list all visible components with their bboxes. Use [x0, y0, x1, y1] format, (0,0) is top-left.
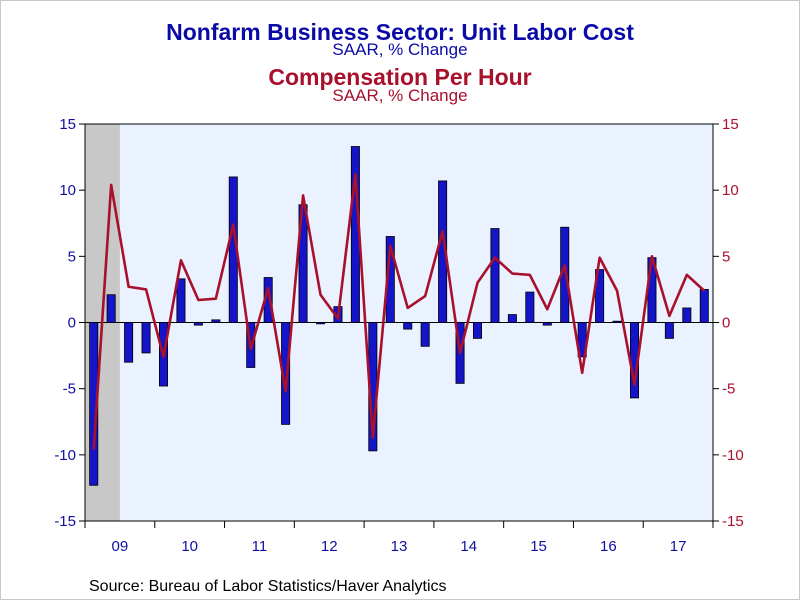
x-tick-label: 11	[252, 538, 268, 555]
x-tick-label: 10	[181, 538, 198, 555]
y-tick-label-left: -10	[54, 447, 76, 464]
y-tick-label-right: -5	[722, 381, 735, 398]
y-tick-label-right: -15	[722, 513, 744, 530]
y-tick-label-left: 0	[68, 315, 76, 332]
compensation-line	[92, 172, 706, 450]
bar	[699, 289, 709, 323]
bar	[193, 322, 203, 326]
bar	[420, 322, 430, 347]
bar	[612, 320, 622, 323]
x-tick-label: 09	[112, 538, 129, 555]
x-tick-label: 17	[670, 538, 687, 555]
bar	[473, 322, 482, 339]
y-tick-label-right: -10	[722, 447, 744, 464]
bar	[490, 228, 500, 323]
y-tick-label-right: 5	[722, 248, 730, 265]
bar	[595, 269, 605, 323]
y-tick-label-right: 10	[722, 182, 739, 199]
source-note: Source: Bureau of Labor Statistics/Haver…	[89, 578, 447, 595]
bar	[682, 307, 692, 323]
bar	[124, 322, 134, 363]
x-tick-label: 12	[321, 538, 338, 555]
bar	[211, 319, 221, 323]
x-tick-label: 15	[530, 538, 547, 555]
x-tick-label: 14	[460, 538, 477, 555]
y-tick-label-right: 0	[722, 315, 730, 332]
bar	[525, 291, 535, 323]
chart-subtitle: SAAR, % Change	[332, 40, 468, 59]
chart-title-secondary: Compensation Per Hour	[268, 64, 532, 90]
y-tick-label-left: -5	[63, 381, 76, 398]
x-tick-label: 13	[391, 538, 408, 555]
y-tick-label-left: 5	[68, 248, 76, 265]
bar	[403, 322, 413, 330]
y-tick-label-left: -15	[54, 513, 76, 530]
y-tick-label-right: 15	[722, 116, 739, 133]
bar	[176, 278, 186, 323]
x-tick-label: 16	[600, 538, 617, 555]
bar	[507, 314, 517, 323]
bar	[664, 322, 674, 339]
bar	[542, 322, 552, 326]
bar	[106, 294, 116, 323]
chart-subtitle-secondary: SAAR, % Change	[332, 86, 468, 105]
bar	[141, 322, 151, 354]
y-tick-label-left: 15	[59, 116, 76, 133]
chart-title: Nonfarm Business Sector: Unit Labor Cost	[166, 19, 634, 45]
bar	[316, 322, 325, 325]
y-tick-label-left: 10	[59, 182, 76, 199]
